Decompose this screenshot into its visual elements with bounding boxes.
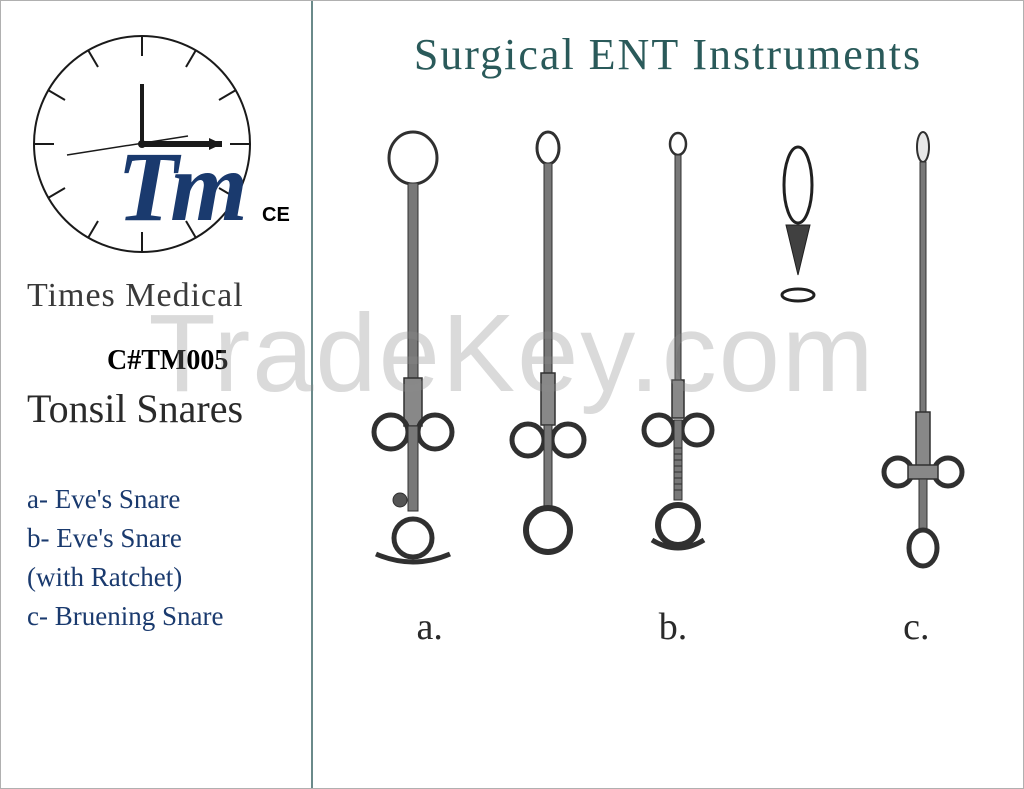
legend-a: a- Eve's Snare bbox=[27, 480, 293, 519]
page-header: Surgical ENT Instruments bbox=[343, 29, 993, 80]
instruments-row bbox=[343, 125, 993, 570]
product-title: Tonsil Snares bbox=[27, 385, 293, 432]
eves-snare-alt-icon bbox=[508, 130, 588, 570]
logo-area: Tm CE bbox=[27, 29, 287, 289]
instrument-a bbox=[368, 130, 458, 570]
legend-c: c- Bruening Snare bbox=[27, 597, 293, 636]
instrument-detail bbox=[768, 145, 828, 315]
catalog-code: C#TM005 bbox=[107, 345, 293, 377]
right-panel: Surgical ENT Instruments bbox=[313, 1, 1023, 788]
catalog-page: Tm CE Times Medical C#TM005 Tonsil Snare… bbox=[0, 0, 1024, 789]
legend-b-line2: (with Ratchet) bbox=[27, 558, 293, 597]
ce-mark: CE bbox=[262, 204, 290, 227]
bruening-snare-icon bbox=[878, 130, 968, 570]
instrument-c bbox=[878, 130, 968, 570]
instrument-b bbox=[638, 130, 718, 570]
legend-b-line1: b- Eve's Snare bbox=[27, 519, 293, 558]
left-panel: Tm CE Times Medical C#TM005 Tonsil Snare… bbox=[1, 1, 311, 788]
legend: a- Eve's Snare b- Eve's Snare (with Ratc… bbox=[27, 480, 293, 637]
eves-snare-icon bbox=[368, 130, 458, 570]
instrument-labels: a. b. c. bbox=[343, 605, 993, 649]
eves-snare-ratchet-icon bbox=[638, 130, 718, 570]
label-c: c. bbox=[851, 605, 981, 649]
instrument-a2 bbox=[508, 130, 588, 570]
label-b: b. bbox=[608, 605, 738, 649]
snare-tip-detail-icon bbox=[768, 145, 828, 315]
label-a: a. bbox=[365, 605, 495, 649]
tm-logo-text: Tm bbox=[117, 129, 240, 244]
